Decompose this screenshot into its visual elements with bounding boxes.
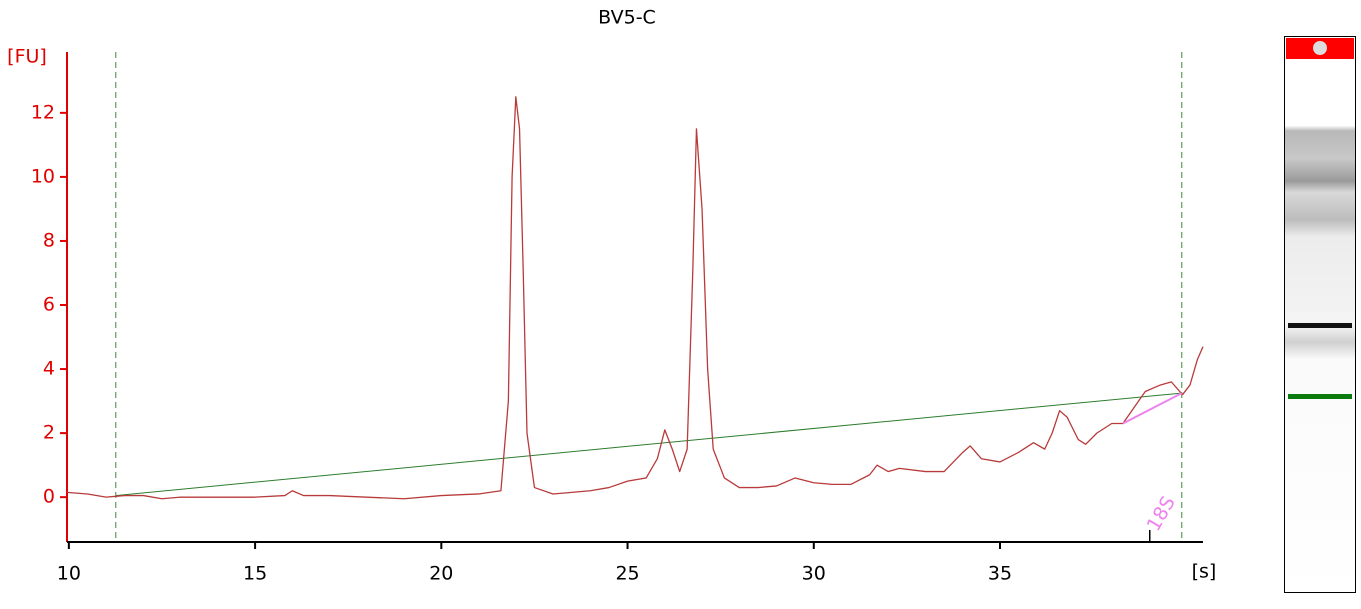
y-tick-label: 10 [31, 165, 55, 187]
gel-band [1288, 323, 1352, 328]
gel-marker-band [1288, 394, 1352, 399]
y-tick-label: 6 [43, 294, 55, 316]
x-tick-label: 20 [429, 563, 453, 585]
y-tick-label: 4 [43, 358, 55, 380]
y-tick-label: 2 [43, 422, 55, 444]
marker-label: 18S [1143, 493, 1180, 535]
peak-fit [1122, 392, 1183, 425]
gel-lane [1284, 36, 1356, 593]
x-tick-label: 30 [802, 563, 826, 585]
chart-title: BV5-C [598, 7, 656, 29]
x-tick-label: 25 [615, 563, 639, 585]
gel-frame [1284, 36, 1356, 593]
x-tick-label: 15 [243, 563, 267, 585]
baseline [115, 392, 1182, 497]
x-tick-label: 10 [57, 563, 81, 585]
y-tick-label: 0 [43, 486, 55, 508]
y-axis-label: [FU] [7, 46, 47, 68]
x-tick-label: 35 [988, 563, 1012, 585]
y-tick-label: 12 [31, 101, 55, 123]
gel-well [1313, 41, 1327, 55]
trace [66, 96, 1204, 500]
y-tick-label: 8 [43, 229, 55, 251]
x-axis-label: [s] [1192, 561, 1217, 583]
